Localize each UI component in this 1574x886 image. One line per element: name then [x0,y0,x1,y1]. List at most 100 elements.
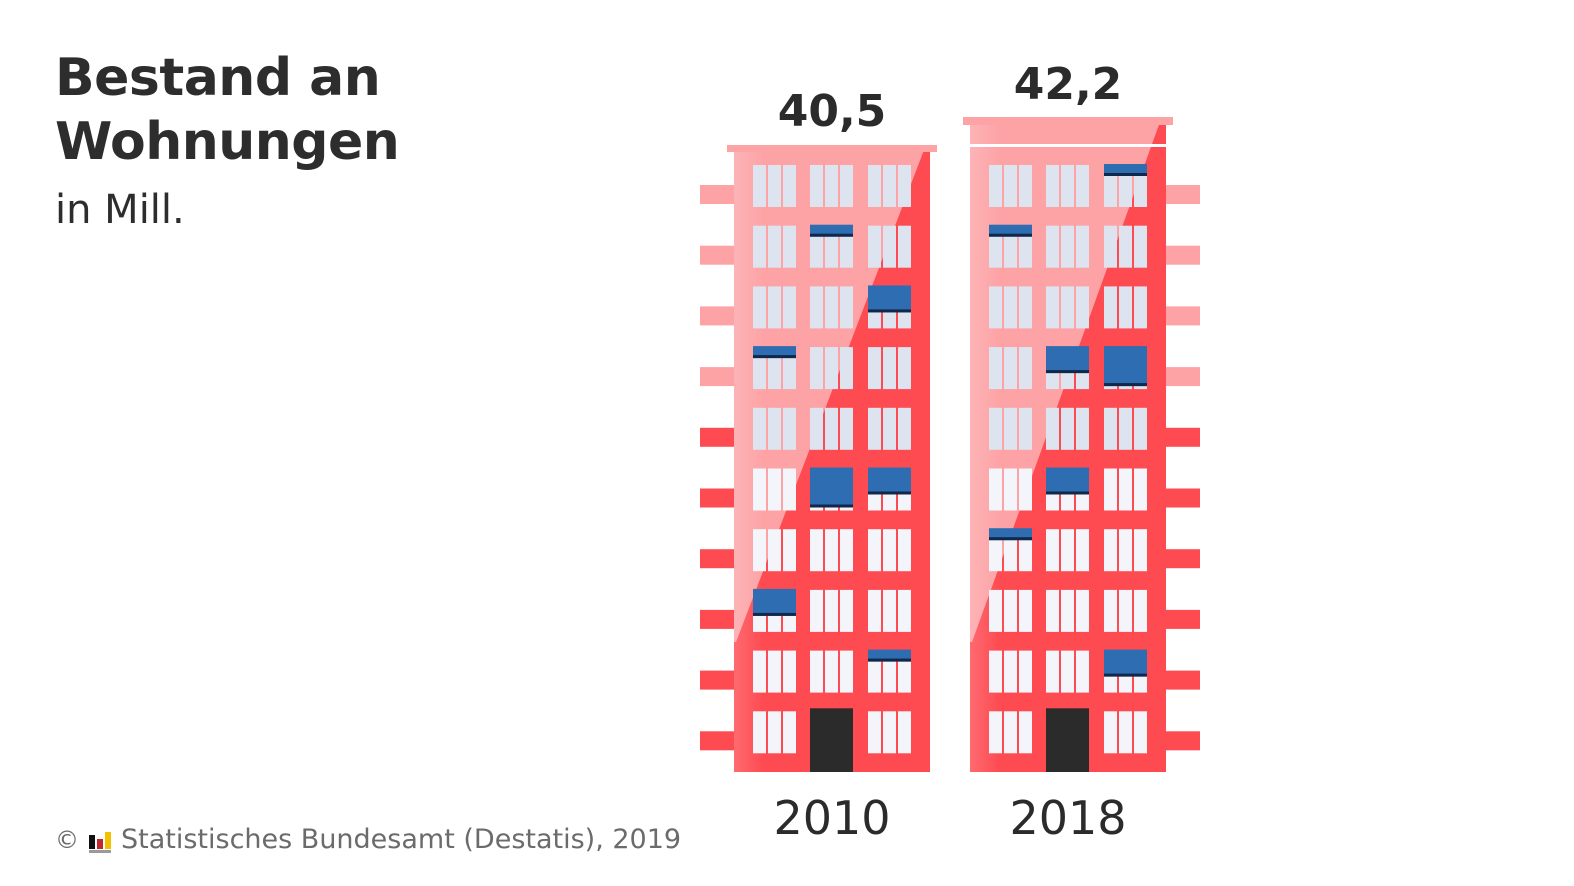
window [753,650,796,693]
window [753,165,796,207]
window [1104,346,1147,390]
window [810,407,853,450]
window-pane [1076,165,1089,207]
window [1104,589,1147,632]
window-blind-edge [868,658,911,662]
window-pane [898,529,911,572]
chart-title-line-2: Wohnungen [55,112,400,172]
window-pane [898,225,911,268]
window-pane [1119,529,1132,572]
window-pane [883,407,896,450]
window-pane [1134,407,1147,450]
window-blind [868,467,911,495]
window [753,711,796,754]
window [1104,225,1147,268]
window-pane [989,286,1002,329]
window-blind-edge [868,491,911,495]
window [989,224,1032,268]
window-pane [989,589,1002,632]
window-pane [768,650,781,693]
balcony [700,549,734,569]
window-pane [1104,225,1117,268]
window-pane [768,407,781,450]
chart-subtitle-unit: in Mill. [55,187,185,233]
balcony [1166,245,1200,265]
window-pane [1046,286,1059,329]
window-pane [883,347,896,390]
window [989,165,1032,207]
window [989,650,1032,693]
window-blind [1104,346,1147,387]
window-pane [1019,589,1032,632]
window-pane [840,529,853,572]
window-pane [783,225,796,268]
window [810,224,853,268]
window-pane [810,286,823,329]
destatis-logo-icon [89,827,111,853]
window-pane [810,589,823,632]
window-pane [1019,286,1032,329]
window [868,225,911,268]
window-pane [883,711,896,754]
window-pane [768,711,781,754]
window-pane [1076,407,1089,450]
window-blind [1046,467,1089,495]
chart-title: Bestand an Wohnungen [55,46,400,174]
window-pane [898,711,911,754]
window-pane [1076,225,1089,268]
balcony [1166,367,1200,387]
window-pane [783,711,796,754]
window-pane [1119,468,1132,511]
buildings-layer [700,117,1200,772]
balcony [700,185,734,204]
window-pane [1046,589,1059,632]
window-blind-edge [1104,383,1147,387]
window-pane [753,407,766,450]
window-pane [1134,589,1147,632]
window [1104,468,1147,511]
roof-cap [727,145,937,152]
window-pane [783,286,796,329]
window-pane [989,407,1002,450]
window-pane [825,165,838,207]
window-pane [868,529,881,572]
window [1046,165,1089,207]
window-pane [840,589,853,632]
balcony [700,427,734,447]
window-pane [868,589,881,632]
balcony [1166,549,1200,569]
window-pane [1119,711,1132,754]
balcony [700,488,734,508]
window-pane [825,589,838,632]
window-pane [840,650,853,693]
window-pane [1046,165,1059,207]
window-pane [883,589,896,632]
window-pane [783,407,796,450]
window-pane [753,650,766,693]
window-pane [753,165,766,207]
window [1046,650,1089,693]
window-pane [1061,407,1074,450]
window-pane [825,286,838,329]
window [810,529,853,572]
category-label-2018: 2018 [1009,791,1126,845]
window [1046,589,1089,632]
window-blind-edge [989,233,1032,237]
window-pane [753,711,766,754]
window-pane [1104,529,1117,572]
window-pane [898,347,911,390]
window-pane [868,165,881,207]
window-pane [1104,468,1117,511]
window [753,407,796,450]
window-pane [1076,529,1089,572]
balcony [1166,306,1200,326]
chart-title-line-1: Bestand an [55,48,381,108]
window [989,528,1032,572]
window-pane [768,165,781,207]
balcony [1166,731,1200,751]
building-2010 [700,145,937,772]
window-pane [1004,407,1017,450]
window-pane [989,711,1002,754]
window-pane [1061,286,1074,329]
